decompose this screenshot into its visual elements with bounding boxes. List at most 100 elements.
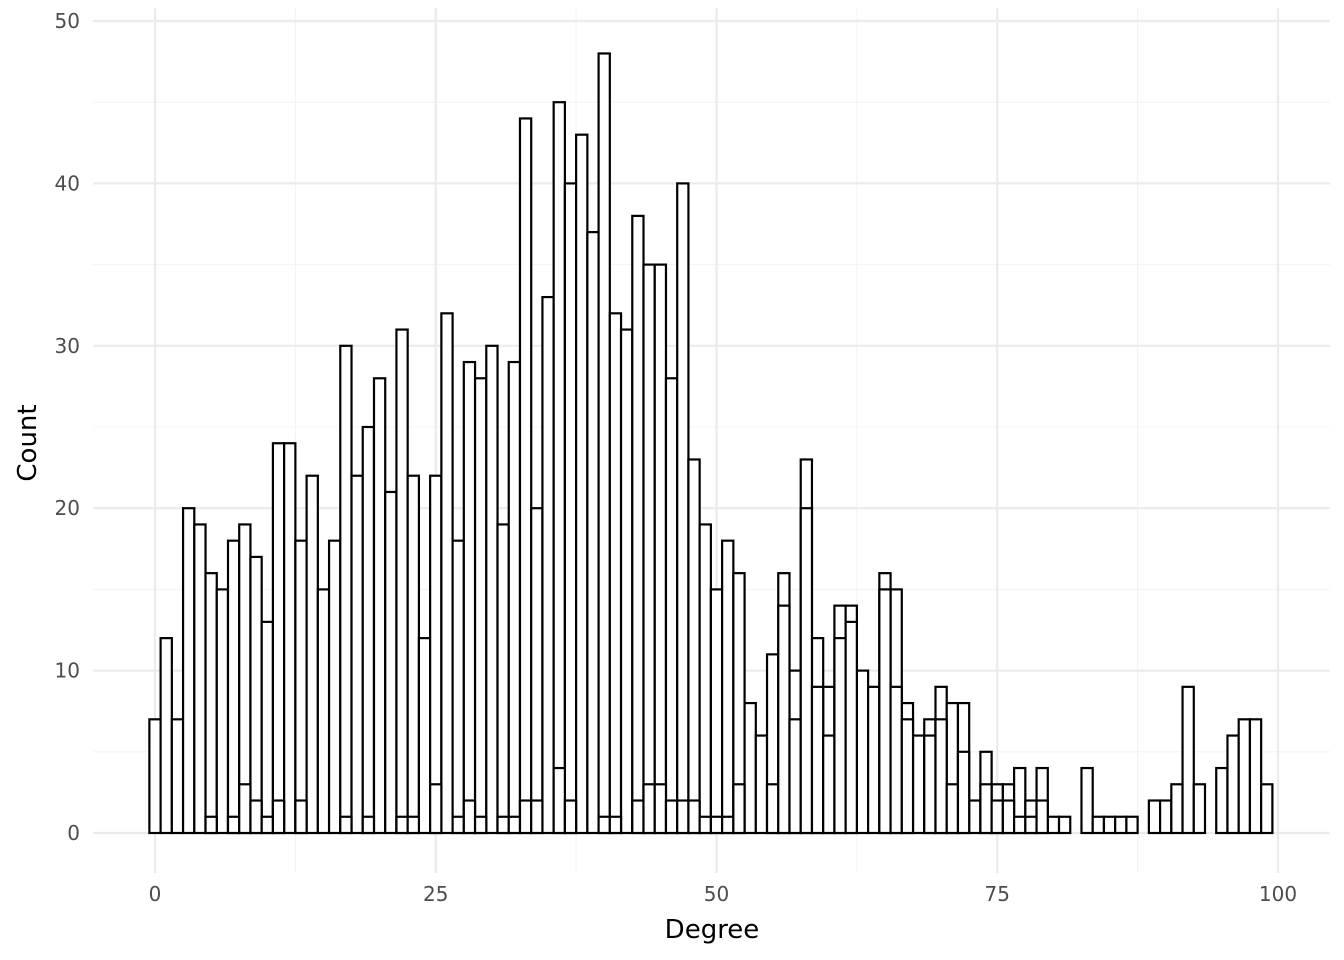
histogram-bar (1192, 783, 1207, 835)
x-axis-title: Degree (665, 915, 760, 945)
histogram-bar (305, 474, 319, 835)
histogram-bar (417, 637, 432, 835)
histogram-bar (462, 799, 477, 835)
histogram-bar (1114, 815, 1128, 835)
histogram-bar (867, 685, 881, 835)
histogram-bar (148, 718, 162, 835)
x-tick-label: 75 (985, 882, 1010, 906)
histogram-bar (440, 312, 454, 835)
histogram-bar (810, 685, 825, 835)
histogram-bar (294, 539, 308, 835)
histogram-bar (676, 799, 690, 835)
histogram-bar (473, 377, 488, 835)
histogram-bar (563, 182, 578, 835)
histogram-bar (316, 588, 331, 835)
histogram-bar (215, 588, 230, 835)
histogram-bar (327, 539, 342, 835)
histogram-bar (1125, 815, 1139, 835)
histogram-bar (552, 766, 566, 835)
histogram-bar (361, 815, 376, 835)
histogram-bar (552, 101, 566, 835)
histogram-bar (339, 815, 353, 835)
histogram-bar (395, 328, 409, 835)
histogram-bar (597, 52, 611, 835)
histogram-bar (260, 815, 275, 835)
histogram-bar (518, 117, 533, 835)
histogram-bar (687, 799, 701, 835)
histogram-bar (294, 799, 308, 835)
y-tick-label: 50 (55, 9, 80, 33)
histogram-bar (283, 442, 297, 835)
histogram-bar (1215, 766, 1229, 835)
histogram-bar (799, 507, 814, 835)
histogram-bar (597, 815, 611, 835)
histogram-bar (855, 669, 870, 835)
y-tick-label: 0 (67, 821, 80, 845)
histogram-bar (249, 799, 263, 835)
histogram-bar (631, 799, 645, 835)
histogram-bar (765, 783, 780, 835)
histogram-bar (384, 490, 398, 835)
histogram-bar (451, 815, 465, 835)
histogram-bar (709, 588, 724, 835)
x-axis-ticks: 0 25 50 75 100 (149, 882, 1297, 906)
histogram-bar (968, 799, 982, 835)
histogram-bar (507, 360, 522, 835)
histogram-bar (1001, 799, 1016, 835)
histogram-bar (563, 799, 578, 835)
x-tick-label: 100 (1259, 882, 1297, 906)
histogram-bar (698, 523, 712, 835)
y-axis-title: Count (13, 404, 43, 481)
histogram-bar (350, 474, 364, 835)
histogram-bar (372, 377, 387, 835)
histogram-bar (238, 783, 252, 835)
histogram-bar (518, 799, 533, 835)
histogram-bar (462, 360, 477, 835)
histogram-bar (844, 620, 858, 835)
histogram-bar (990, 799, 1004, 835)
y-tick-label: 10 (55, 659, 80, 683)
histogram-bar (451, 539, 465, 835)
histogram-bar (642, 783, 656, 835)
histogram-bar (956, 750, 971, 835)
histogram-bar (608, 815, 623, 835)
histogram-bar (1147, 799, 1162, 835)
histogram-bar (1226, 734, 1240, 835)
histogram-bar (1158, 799, 1173, 835)
histogram-bar (1248, 718, 1263, 835)
histogram-bar (979, 783, 993, 835)
y-tick-label: 30 (55, 334, 80, 358)
x-tick-label: 50 (704, 882, 729, 906)
histogram-bar (777, 604, 791, 835)
histogram-bar (911, 734, 926, 835)
histogram-bar (473, 815, 488, 835)
histogram-bar (406, 815, 421, 835)
histogram-bar (1046, 815, 1061, 835)
histogram-bar (429, 783, 443, 835)
histogram-bar (664, 799, 679, 835)
histogram-bar (575, 133, 589, 835)
histogram-bar (1057, 815, 1072, 835)
histogram-bar (878, 588, 892, 835)
histogram-bar (687, 458, 701, 835)
histogram-bar (709, 815, 724, 835)
histogram-bar (496, 815, 510, 835)
histogram-bar (429, 474, 443, 835)
histogram-bar (945, 783, 960, 835)
histogram-bar (743, 701, 757, 835)
histogram-bar (271, 799, 286, 835)
histogram-bar (204, 572, 218, 835)
histogram-bar (721, 539, 735, 835)
histogram-bar (395, 815, 409, 835)
histogram-bar (193, 523, 207, 835)
histogram-bar (732, 783, 746, 835)
y-axis-ticks: 0 10 20 30 40 50 (55, 9, 80, 845)
histogram-bar (530, 799, 544, 835)
histogram-bar (1170, 783, 1184, 835)
histogram-bar (889, 685, 903, 835)
histogram-bar (361, 425, 376, 835)
histogram-bar (1181, 685, 1195, 835)
histogram-bar (934, 718, 948, 835)
histogram-bar (1012, 815, 1027, 835)
